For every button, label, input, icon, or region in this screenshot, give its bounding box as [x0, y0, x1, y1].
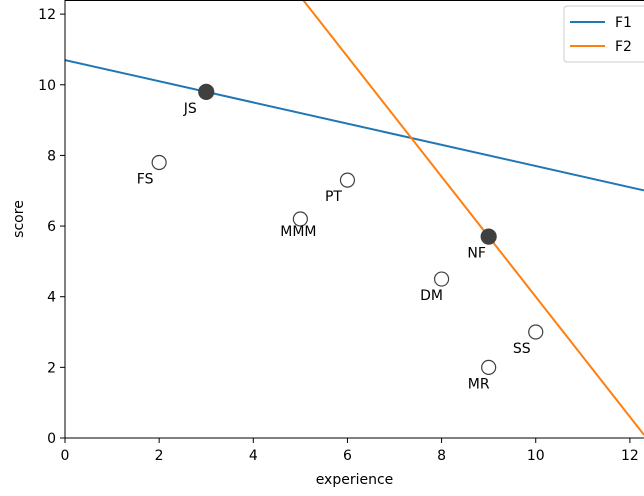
fit-line-f2 — [301, 0, 644, 436]
y-axis-label: score — [11, 200, 27, 238]
point-label-fs: FS — [137, 171, 154, 187]
point-ss — [528, 324, 544, 340]
point-label-pt: PT — [325, 189, 342, 205]
point-js — [198, 83, 215, 100]
y-tick-label: 0 — [47, 431, 56, 447]
fit-lines — [65, 0, 644, 436]
y-tick-label: 4 — [47, 290, 56, 306]
x-tick-label: 2 — [155, 448, 164, 464]
x-axis-label: experience — [316, 472, 394, 488]
x-tick-label: 12 — [621, 448, 639, 464]
axes: 0 2 4 6 8 10 12 0 2 4 6 8 10 12 — [38, 0, 644, 464]
point-label-nf: NF — [467, 246, 486, 262]
point-fs — [151, 154, 167, 171]
y-tick-label: 12 — [38, 7, 56, 23]
point-mmm — [292, 211, 308, 227]
data-points: JS FS PT MMM NF DM SS MR — [137, 83, 544, 392]
point-label-mr: MR — [468, 376, 490, 392]
y-tick-label: 10 — [38, 78, 56, 94]
point-label-mmm: MMM — [280, 224, 316, 240]
point-pt — [339, 172, 356, 188]
legend-label-f2: F2 — [615, 39, 632, 55]
point-label-ss: SS — [513, 341, 531, 357]
x-tick-label: 10 — [527, 448, 545, 464]
point-dm — [433, 271, 450, 287]
x-tick-label: 8 — [437, 448, 446, 464]
point-nf — [480, 228, 497, 245]
point-label-dm: DM — [420, 288, 443, 304]
legend-label-f1: F1 — [615, 15, 632, 31]
legend: F1 F2 — [563, 5, 644, 63]
y-tick-label: 2 — [47, 360, 56, 376]
y-tick-label: 8 — [47, 148, 56, 164]
legend-box — [563, 5, 644, 63]
y-tick-label: 6 — [47, 219, 56, 235]
fit-line-f1 — [65, 59, 644, 192]
point-label-js: JS — [183, 101, 197, 117]
x-tick-label: 0 — [61, 448, 70, 464]
x-tick-label: 6 — [343, 448, 352, 464]
point-mr — [481, 359, 497, 375]
x-tick-label: 4 — [249, 448, 258, 464]
